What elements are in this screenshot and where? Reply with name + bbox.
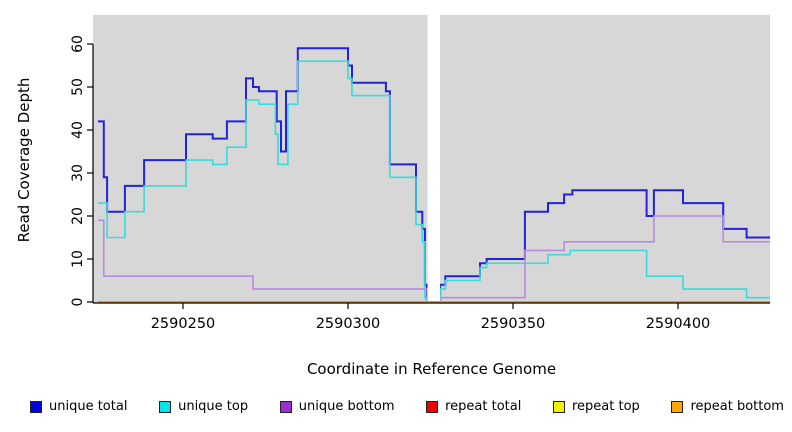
- legend-item-unique-top: unique top: [159, 399, 248, 414]
- legend-swatch: [553, 400, 565, 413]
- legend-item-repeat-top: repeat top: [553, 399, 640, 414]
- y-tick-label: 50: [70, 78, 86, 96]
- x-tick-label: 2590350: [481, 316, 546, 332]
- coverage-chart: 0 10 20 30 40 50 60 2590250 2590300 2590350 259040…: [70, 15, 771, 332]
- legend-item-repeat-total: repeat total: [426, 399, 521, 414]
- x-tick-label: 2590400: [646, 316, 711, 332]
- legend-swatch: [159, 400, 172, 413]
- y-axis-title: Read Coverage Depth: [15, 77, 33, 243]
- legend-label: unique bottom: [298, 399, 395, 414]
- x-axis-title: Coordinate in Reference Genome: [306, 360, 557, 378]
- legend-swatch: [30, 400, 42, 413]
- series-unique-bottom: [97, 215, 771, 303]
- legend-swatch: [279, 400, 292, 413]
- legend-label: unique total: [49, 399, 128, 414]
- x-tick-label: 2590250: [151, 316, 216, 332]
- legend-swatch: [671, 400, 684, 413]
- legend: unique total unique top unique bottom repea…: [30, 399, 784, 414]
- legend-label: repeat total: [445, 399, 522, 414]
- legend-label: unique top: [178, 399, 249, 414]
- y-tick-label: 60: [70, 35, 86, 53]
- x-tick-label: 2590300: [316, 316, 381, 332]
- y-tick-label: 20: [70, 207, 86, 225]
- legend-item-unique-bottom: unique bottom: [279, 399, 395, 414]
- y-tick-label: 30: [70, 164, 86, 182]
- legend-item-unique-total: unique total: [30, 399, 127, 414]
- legend-item-repeat-bottom: repeat bottom: [671, 399, 784, 414]
- legend-label: repeat bottom: [690, 399, 784, 414]
- y-tick-label: 0: [70, 298, 86, 307]
- series-unique-top: [97, 60, 771, 303]
- y-tick-label: 10: [70, 250, 86, 268]
- legend-swatch: [426, 400, 439, 413]
- y-tick-label: 40: [70, 121, 86, 139]
- coverage-gap: [427, 15, 441, 301]
- legend-label: repeat top: [572, 399, 640, 414]
